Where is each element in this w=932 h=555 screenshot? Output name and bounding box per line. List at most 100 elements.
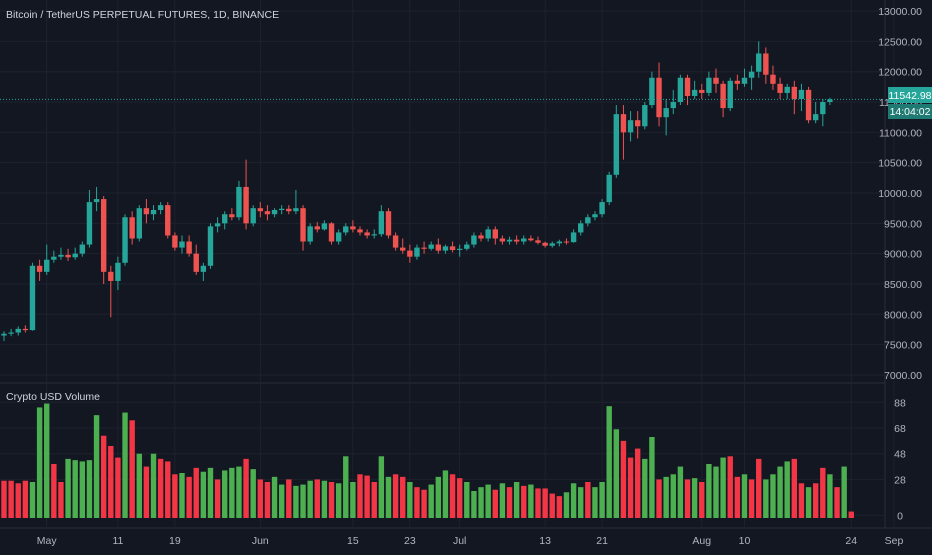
candle-up bbox=[236, 180, 242, 221]
candles bbox=[1, 41, 833, 341]
candle-body bbox=[556, 241, 563, 244]
volume-tick-label: 68 bbox=[894, 423, 906, 435]
candle-body bbox=[271, 209, 278, 215]
candle-body bbox=[165, 205, 171, 236]
candle-down bbox=[400, 238, 406, 254]
candle-body bbox=[65, 254, 71, 258]
time-tick-label: 21 bbox=[596, 535, 608, 547]
candle-body bbox=[777, 83, 783, 93]
volume-bar-down bbox=[165, 461, 171, 518]
price-tick-label: 11000.00 bbox=[879, 127, 922, 139]
candle-down bbox=[535, 236, 541, 245]
candle-body bbox=[414, 247, 420, 257]
price-tick-label: 7000.00 bbox=[884, 370, 922, 382]
volume-bar-down bbox=[115, 457, 121, 518]
volume-bar-down bbox=[157, 458, 164, 518]
candle-down bbox=[499, 235, 506, 245]
volume-bar-up bbox=[663, 476, 669, 518]
candle-down bbox=[478, 232, 484, 242]
volume-bar-up bbox=[592, 487, 598, 518]
time-tick-label: 11 bbox=[112, 535, 123, 547]
volume-bar-down bbox=[108, 446, 114, 518]
volume-bar-down bbox=[549, 493, 555, 518]
volume-bar-down bbox=[15, 483, 21, 518]
candle-up bbox=[798, 83, 805, 112]
candle-down bbox=[656, 62, 662, 127]
time-tick-label: May bbox=[37, 535, 58, 547]
price-axis[interactable]: 13000.0012500.0012000.0011500.0011000.00… bbox=[878, 6, 922, 382]
volume-bar-up bbox=[570, 483, 577, 518]
volume-bar-down bbox=[286, 479, 292, 518]
candle-up bbox=[222, 211, 228, 230]
volume-bar-down bbox=[449, 474, 456, 518]
candle-up bbox=[784, 83, 790, 99]
candle-body bbox=[86, 202, 93, 245]
candle-up bbox=[670, 89, 676, 115]
candle-up bbox=[756, 41, 762, 78]
candle-body bbox=[236, 186, 242, 218]
volume-bar-down bbox=[506, 487, 513, 518]
candle-body bbox=[734, 80, 741, 84]
candle-body bbox=[314, 226, 320, 230]
candle-up bbox=[179, 235, 185, 254]
candle-down bbox=[385, 208, 392, 239]
volume-bar-down bbox=[392, 474, 399, 518]
candle-body bbox=[328, 223, 335, 242]
volume-bar-up bbox=[599, 482, 605, 518]
volume-tick-label: 48 bbox=[894, 449, 906, 461]
candle-body bbox=[193, 253, 199, 272]
candle-body bbox=[542, 242, 548, 246]
volume-bar-up bbox=[670, 474, 676, 518]
candle-up bbox=[321, 220, 328, 231]
candle-up bbox=[549, 241, 555, 248]
volume-bar-up bbox=[805, 487, 812, 518]
candle-up bbox=[592, 211, 598, 221]
candle-down bbox=[357, 226, 363, 236]
candle-body bbox=[599, 202, 605, 215]
candle-body bbox=[592, 214, 598, 218]
time-axis[interactable]: May 11 19 Jun 15 23 Jul 13 21 Aug 10 24 Sep bbox=[37, 535, 904, 547]
candle-body bbox=[72, 253, 78, 258]
volume-bar-up bbox=[613, 429, 620, 518]
candle-down bbox=[734, 74, 741, 90]
volume-bar-down bbox=[492, 489, 498, 518]
candle-body bbox=[499, 238, 506, 242]
candle-down bbox=[186, 235, 192, 257]
candle-up bbox=[343, 223, 349, 236]
volume-bar-down bbox=[727, 456, 733, 518]
candle-body bbox=[642, 105, 648, 127]
volume-tick-label: 28 bbox=[894, 474, 906, 486]
candle-up bbox=[157, 202, 164, 215]
candle-up bbox=[271, 208, 278, 218]
candle-down bbox=[392, 232, 399, 251]
candle-body bbox=[763, 53, 769, 75]
candle-down bbox=[300, 205, 306, 251]
candle-up bbox=[293, 189, 299, 215]
volume-bar-up bbox=[207, 467, 214, 518]
volume-bar-down bbox=[521, 485, 527, 518]
volume-bar-down bbox=[791, 458, 798, 518]
volume-bar-up bbox=[293, 485, 299, 518]
volume-axis[interactable]: 88 68 48 28 0 bbox=[894, 397, 906, 522]
volume-bar-up bbox=[435, 476, 442, 518]
volume-bar-up bbox=[36, 407, 43, 518]
candle-up bbox=[627, 111, 634, 142]
candle-body bbox=[257, 208, 264, 212]
volume-bar-up bbox=[827, 474, 833, 518]
volume-bar-down bbox=[798, 483, 805, 518]
candle-body bbox=[286, 208, 292, 212]
volume-bar-up bbox=[65, 458, 71, 518]
price-tick-label: 7500.00 bbox=[884, 340, 922, 352]
volume-bar-down bbox=[100, 435, 107, 518]
volume-bar-up bbox=[407, 482, 413, 518]
volume-bar-down bbox=[364, 475, 370, 518]
volume-bar-down bbox=[400, 476, 406, 518]
candle-up bbox=[677, 74, 684, 106]
volume-bar-up bbox=[307, 480, 313, 518]
volume-bar-down bbox=[456, 478, 463, 518]
candle-down bbox=[563, 238, 570, 245]
volume-bar-down bbox=[264, 482, 271, 518]
candle-body bbox=[820, 102, 826, 115]
candle-up bbox=[570, 229, 577, 243]
